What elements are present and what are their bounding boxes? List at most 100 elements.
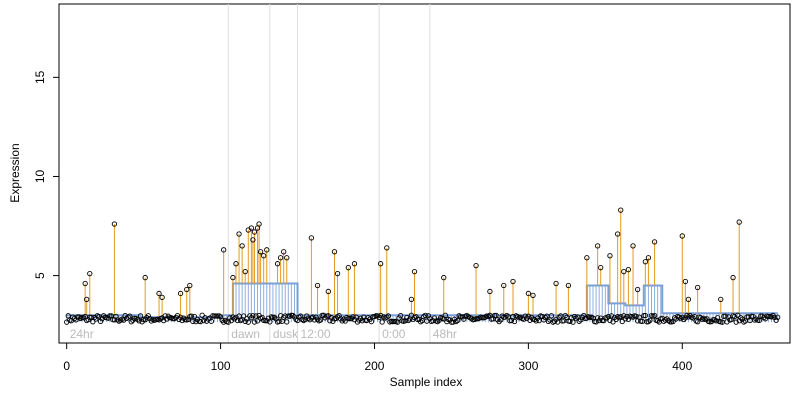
spike-point [277, 255, 284, 261]
spike-point [221, 247, 227, 253]
spike-point [510, 278, 516, 285]
data-point [676, 314, 682, 320]
axes: 0 100 200 300 400 5 10 15 [33, 70, 693, 373]
spike-lines [84, 210, 740, 318]
data-point [531, 316, 538, 323]
annotation-label: 12:00 [301, 327, 331, 341]
spike-point [565, 282, 572, 289]
spike-point [331, 249, 338, 255]
data-point [137, 313, 144, 319]
spike-point [736, 219, 742, 225]
data-point [136, 318, 142, 324]
spike-point [308, 235, 315, 241]
spike-point [685, 296, 692, 303]
data-point [548, 313, 555, 319]
spike-point [257, 249, 264, 255]
data-point [90, 319, 96, 325]
data-point [164, 316, 170, 322]
spike-point [111, 221, 118, 227]
data-point [188, 313, 194, 319]
spike-point [281, 249, 287, 255]
data-point [618, 313, 624, 320]
data-point [377, 312, 384, 319]
data-point [397, 312, 404, 319]
spike-point [625, 266, 632, 273]
spike-point [142, 274, 148, 281]
data-point [570, 319, 576, 325]
data-point [756, 317, 762, 324]
spike-point [530, 292, 536, 299]
data-point [630, 314, 636, 320]
data-point [199, 312, 205, 318]
annotation-label: 48hr [433, 327, 457, 341]
data-point [379, 319, 385, 325]
spike-point [594, 243, 601, 249]
data-point [473, 316, 479, 322]
data-point [353, 314, 359, 320]
spike-point [314, 282, 321, 289]
data-point [327, 318, 333, 324]
x-tick-label: 300 [518, 359, 538, 373]
spike-point [82, 280, 88, 287]
y-tick-label: 10 [33, 169, 47, 183]
data-point [160, 317, 167, 324]
data-point [722, 313, 729, 319]
data-point [651, 312, 658, 319]
data-point [645, 319, 652, 325]
spike-point [236, 231, 242, 237]
data-points [64, 207, 781, 325]
data-point [511, 318, 518, 325]
spike-point [284, 255, 290, 261]
data-point [581, 312, 587, 319]
data-point [556, 314, 562, 321]
data-point [65, 313, 71, 319]
data-point [88, 314, 94, 320]
spike-point [645, 255, 652, 261]
data-point [442, 312, 448, 318]
data-point [385, 313, 391, 319]
spike-point [682, 278, 689, 285]
spike-point [679, 233, 685, 239]
data-point [276, 318, 282, 325]
spike-point [642, 259, 648, 265]
data-point [251, 319, 258, 325]
y-tick-label: 15 [33, 70, 47, 84]
data-point [633, 313, 639, 319]
spike-point [84, 296, 90, 303]
data-point [571, 313, 578, 320]
spike-point [441, 274, 447, 281]
data-point [208, 318, 215, 324]
spike-point [184, 286, 190, 293]
data-point [259, 314, 265, 321]
data-point [267, 319, 273, 325]
spike-point [473, 263, 479, 269]
spike-point [256, 221, 262, 227]
data-point [502, 314, 508, 320]
data-point [177, 314, 184, 320]
spike-point [156, 290, 162, 297]
x-tick-label: 400 [672, 359, 692, 373]
data-point [145, 313, 151, 319]
data-point [450, 319, 456, 325]
data-point [576, 318, 582, 324]
data-point [128, 319, 134, 325]
data-point [271, 314, 278, 320]
data-point [162, 313, 168, 319]
data-point [384, 314, 390, 320]
annotation-label: dusk [273, 327, 299, 341]
data-point [731, 314, 738, 320]
data-point [768, 314, 775, 320]
data-point [71, 315, 78, 322]
spike-point [351, 261, 358, 267]
data-point [242, 318, 248, 325]
data-point [736, 318, 742, 324]
x-tick-label: 0 [63, 359, 70, 373]
spike-point [239, 243, 245, 249]
data-point [738, 315, 744, 321]
data-point [704, 316, 710, 322]
data-point [290, 312, 296, 319]
spike-point [377, 261, 384, 267]
spike-point [651, 239, 658, 245]
data-point [305, 315, 311, 321]
x-axis-label: Sample index [390, 375, 463, 389]
